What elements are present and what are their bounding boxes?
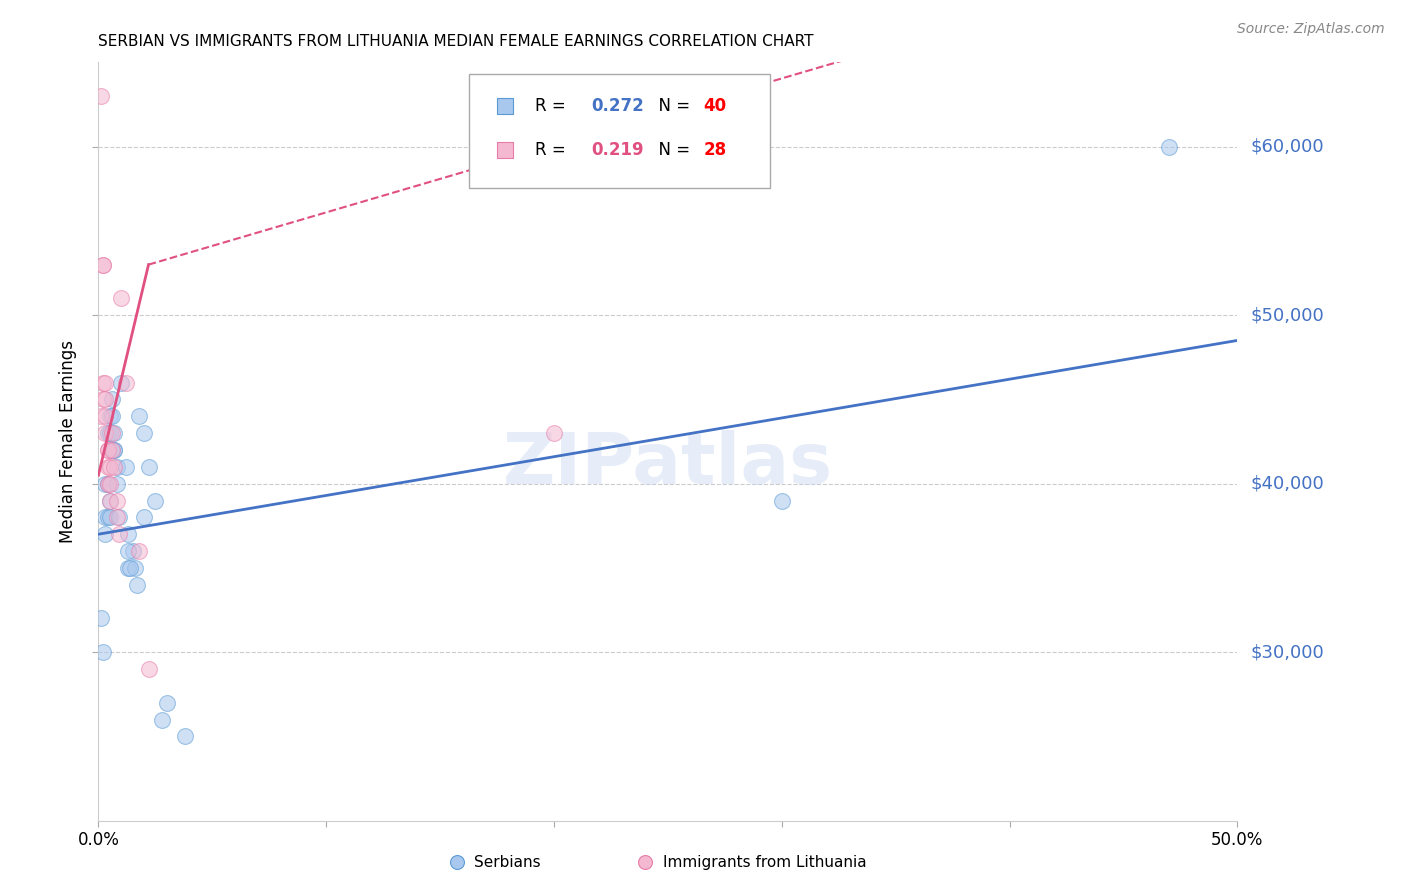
Point	[94, 510, 117, 524]
Point	[98, 493, 121, 508]
Point	[108, 510, 131, 524]
Text: $30,000: $30,000	[1251, 643, 1324, 661]
Point	[105, 510, 128, 524]
Point	[98, 510, 121, 524]
Text: N =: N =	[648, 141, 696, 159]
Point	[103, 459, 125, 474]
Point	[91, 376, 114, 390]
Point	[138, 662, 160, 676]
Point	[132, 510, 155, 524]
Point	[94, 392, 117, 407]
Point	[128, 409, 150, 424]
Point	[128, 544, 150, 558]
Point	[103, 426, 125, 441]
Point	[117, 527, 139, 541]
Point	[96, 442, 118, 457]
Text: R =: R =	[534, 96, 571, 115]
Point	[103, 442, 125, 457]
Point	[105, 476, 128, 491]
Point	[132, 426, 155, 441]
Point	[127, 578, 149, 592]
Point	[94, 376, 117, 390]
Point	[91, 645, 114, 659]
Point	[101, 409, 124, 424]
Text: 0.219: 0.219	[592, 141, 644, 159]
Point	[96, 476, 118, 491]
Point	[96, 510, 118, 524]
Point	[96, 426, 118, 441]
Point	[94, 409, 117, 424]
Point	[110, 376, 132, 390]
Point	[138, 459, 160, 474]
Point	[114, 376, 136, 390]
Point	[98, 476, 121, 491]
Point	[101, 392, 124, 407]
Text: Source: ZipAtlas.com: Source: ZipAtlas.com	[1237, 22, 1385, 37]
Point	[543, 426, 565, 441]
FancyBboxPatch shape	[468, 74, 770, 187]
Point	[98, 493, 121, 508]
Point	[90, 409, 112, 424]
Point	[90, 611, 112, 625]
Text: $50,000: $50,000	[1251, 306, 1324, 324]
Text: $40,000: $40,000	[1251, 475, 1324, 492]
Point	[91, 258, 114, 272]
Point	[114, 459, 136, 474]
Text: 0.272: 0.272	[592, 96, 644, 115]
Point	[98, 426, 121, 441]
Point	[105, 493, 128, 508]
Point	[101, 426, 124, 441]
Point	[117, 561, 139, 575]
Point	[91, 392, 114, 407]
Point	[94, 426, 117, 441]
Point	[1157, 139, 1180, 153]
Text: N =: N =	[648, 96, 696, 115]
Text: 28: 28	[703, 141, 727, 159]
Text: Immigrants from Lithuania: Immigrants from Lithuania	[664, 855, 868, 870]
Text: R =: R =	[534, 141, 571, 159]
Point	[108, 527, 131, 541]
Point	[770, 493, 793, 508]
Point	[150, 713, 173, 727]
Text: $60,000: $60,000	[1251, 137, 1324, 156]
Point	[98, 459, 121, 474]
Point	[96, 476, 118, 491]
Point	[101, 442, 124, 457]
Point	[101, 442, 124, 457]
Point	[91, 258, 114, 272]
Point	[103, 442, 125, 457]
Point	[94, 476, 117, 491]
Text: ZIPatlas: ZIPatlas	[503, 430, 832, 499]
Text: 40: 40	[703, 96, 727, 115]
Point	[98, 409, 121, 424]
Point	[124, 561, 146, 575]
Point	[117, 544, 139, 558]
Point	[105, 459, 128, 474]
Point	[96, 459, 118, 474]
Text: SERBIAN VS IMMIGRANTS FROM LITHUANIA MEDIAN FEMALE EARNINGS CORRELATION CHART: SERBIAN VS IMMIGRANTS FROM LITHUANIA MED…	[98, 34, 814, 49]
Point	[174, 730, 197, 744]
Point	[94, 527, 117, 541]
Point	[90, 89, 112, 103]
Point	[145, 493, 167, 508]
Point	[121, 544, 143, 558]
Y-axis label: Median Female Earnings: Median Female Earnings	[59, 340, 77, 543]
Text: Serbians: Serbians	[474, 855, 541, 870]
Point	[110, 291, 132, 305]
Point	[96, 442, 118, 457]
Point	[156, 696, 179, 710]
Point	[120, 561, 142, 575]
